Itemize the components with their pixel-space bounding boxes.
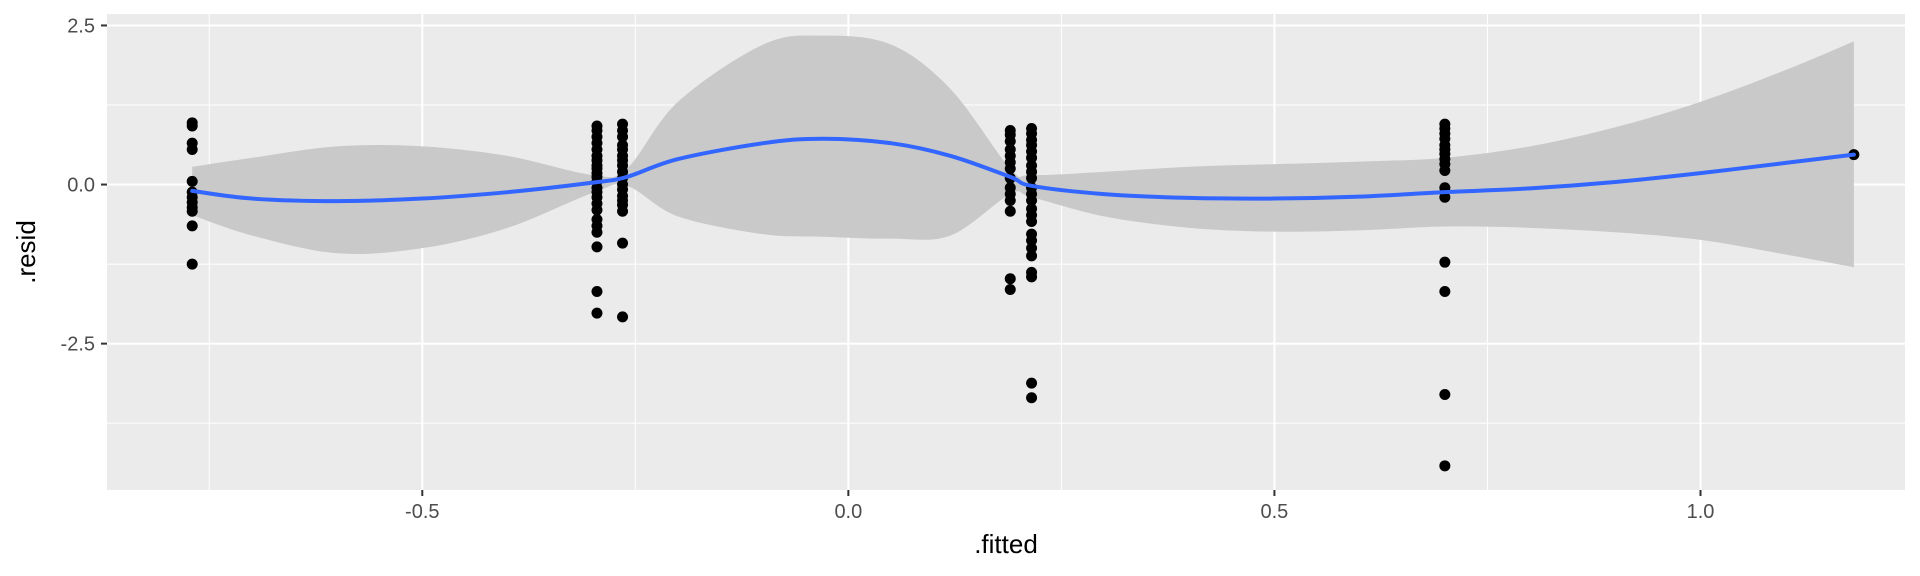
data-point [1026, 172, 1038, 184]
x-tick-label: -0.5 [405, 501, 439, 523]
data-point [617, 131, 629, 143]
x-tick-label: 0.5 [1261, 501, 1289, 523]
data-point [617, 205, 629, 217]
smooth-fit-line [190, 136, 1856, 204]
data-point [186, 175, 198, 187]
data-point [1004, 205, 1016, 217]
data-point [1026, 392, 1038, 404]
data-point [591, 226, 603, 238]
data-point [186, 258, 198, 270]
data-point [591, 241, 603, 253]
data-point [1026, 194, 1038, 206]
grid-minor [107, 14, 1905, 490]
data-point [1026, 250, 1038, 262]
data-point [591, 285, 603, 297]
data-point [1004, 194, 1016, 206]
data-point [1439, 191, 1451, 203]
confidence-band-layer [192, 35, 1854, 268]
data-point [591, 307, 603, 319]
y-tick-label: 0.0 [67, 175, 95, 197]
y-tick-label: -2.5 [61, 334, 95, 356]
data-point [186, 220, 198, 232]
data-point [591, 204, 603, 216]
x-axis-title: .fitted [974, 529, 1038, 559]
axes-layer: -0.5 0.0 0.5 1.0 -2.5 0.0 2.5 [61, 15, 1715, 523]
points-layer [186, 117, 1860, 472]
data-point [1439, 285, 1451, 297]
data-point [186, 205, 198, 217]
smooth-line-layer [190, 136, 1856, 204]
y-axis-title: .resid [11, 220, 41, 284]
data-point [1026, 242, 1038, 254]
data-point [617, 237, 629, 249]
x-tick-label: 0.0 [834, 501, 862, 523]
data-point [1026, 215, 1038, 227]
y-tick-label: 2.5 [67, 15, 95, 37]
data-point [186, 120, 198, 132]
data-point [1439, 165, 1451, 177]
plot-panel [107, 14, 1905, 490]
data-point [1026, 235, 1038, 247]
data-point [1004, 135, 1016, 147]
confidence-band [192, 35, 1854, 268]
data-point [186, 144, 198, 156]
data-point [1026, 271, 1038, 283]
data-point [1439, 460, 1451, 472]
data-point [1004, 284, 1016, 296]
data-point [1439, 256, 1451, 268]
data-point [1026, 377, 1038, 389]
data-point [1439, 389, 1451, 401]
x-tick-label: 1.0 [1687, 501, 1715, 523]
data-point [1026, 152, 1038, 164]
data-point [1004, 273, 1016, 285]
data-point [617, 311, 629, 323]
data-point [1004, 163, 1016, 175]
